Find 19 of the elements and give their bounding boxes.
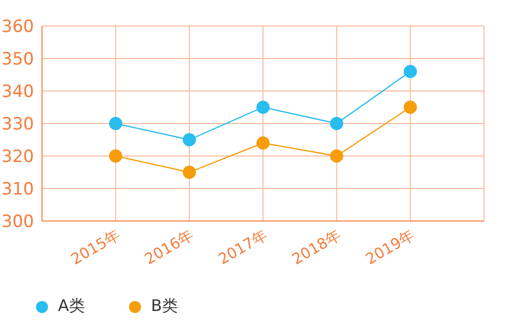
point bbox=[330, 116, 344, 130]
y-tick-label: 310 bbox=[2, 180, 34, 200]
y-tick-label: 320 bbox=[2, 147, 34, 168]
y-tick-label: 330 bbox=[2, 114, 34, 135]
legend-label: A类 bbox=[58, 296, 85, 317]
point bbox=[182, 133, 196, 146]
y-tick-label: 360 bbox=[2, 17, 34, 38]
point bbox=[404, 100, 417, 114]
point bbox=[256, 100, 270, 114]
y-tick-label: 350 bbox=[2, 50, 34, 70]
point bbox=[109, 149, 122, 163]
point bbox=[404, 64, 417, 78]
legend-label: B类 bbox=[150, 296, 178, 317]
y-tick-label: 340 bbox=[2, 82, 34, 102]
point bbox=[109, 116, 122, 130]
y-tick-label: 300 bbox=[2, 212, 34, 232]
point bbox=[256, 136, 270, 150]
point bbox=[182, 166, 196, 179]
point bbox=[330, 149, 344, 163]
